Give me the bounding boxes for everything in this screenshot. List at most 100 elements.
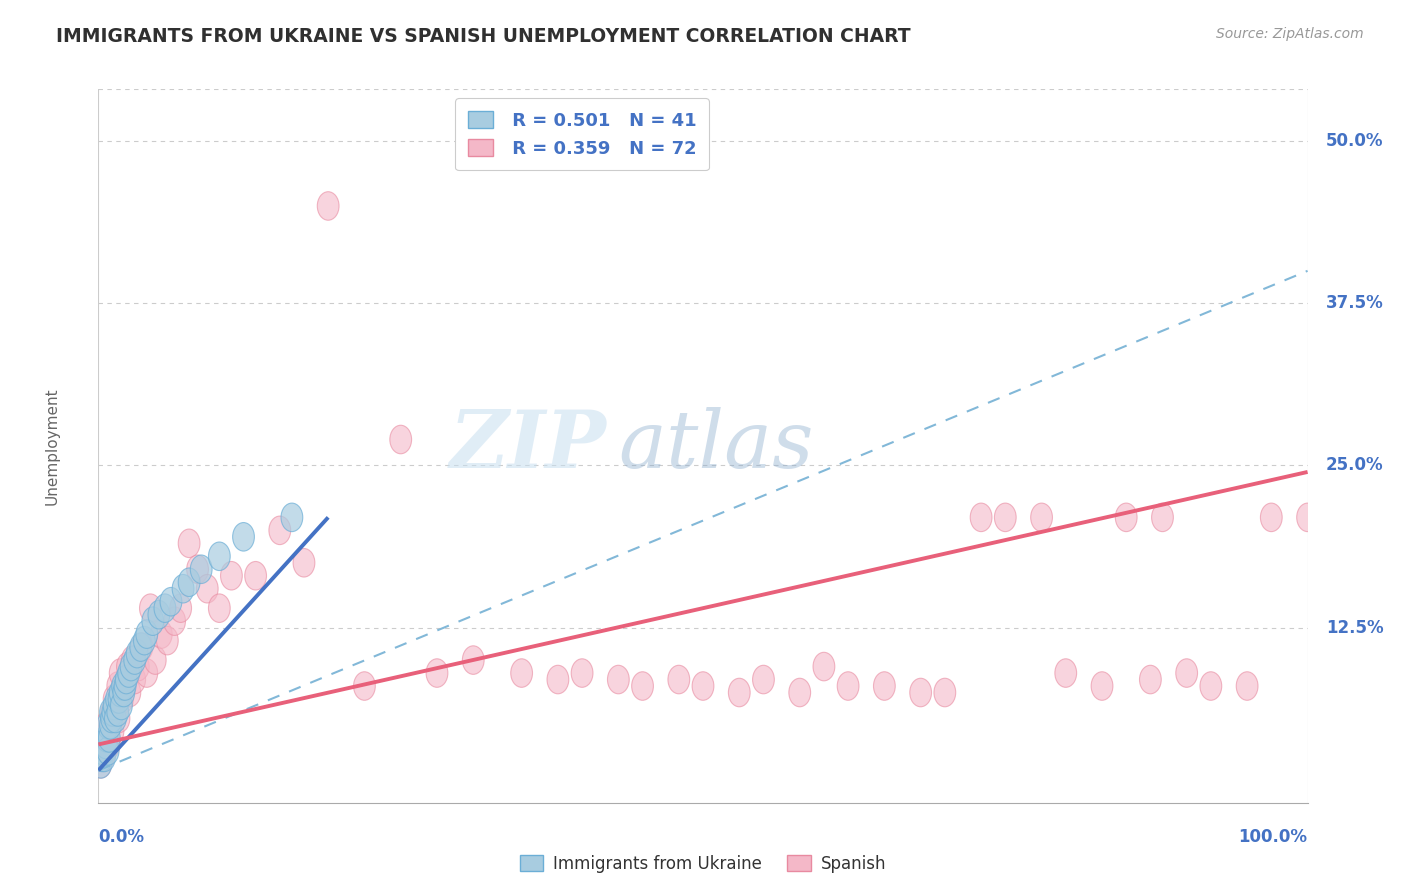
Ellipse shape	[389, 425, 412, 454]
Ellipse shape	[463, 646, 484, 674]
Ellipse shape	[110, 678, 131, 706]
Ellipse shape	[208, 542, 231, 571]
Ellipse shape	[232, 523, 254, 551]
Ellipse shape	[97, 723, 120, 752]
Ellipse shape	[104, 704, 127, 732]
Ellipse shape	[105, 685, 128, 714]
Text: atlas: atlas	[619, 408, 814, 484]
Ellipse shape	[281, 503, 302, 532]
Ellipse shape	[97, 737, 120, 765]
Ellipse shape	[100, 698, 121, 726]
Ellipse shape	[111, 672, 134, 700]
Ellipse shape	[114, 672, 136, 700]
Ellipse shape	[1091, 672, 1114, 700]
Ellipse shape	[103, 717, 124, 746]
Ellipse shape	[1115, 503, 1137, 532]
Ellipse shape	[970, 503, 993, 532]
Ellipse shape	[114, 672, 136, 700]
Ellipse shape	[245, 561, 267, 590]
Ellipse shape	[96, 711, 118, 739]
Ellipse shape	[837, 672, 859, 700]
Ellipse shape	[129, 632, 152, 661]
Legend:  R = 0.501   N = 41,  R = 0.359   N = 72: R = 0.501 N = 41, R = 0.359 N = 72	[456, 98, 709, 170]
Ellipse shape	[208, 594, 231, 623]
Ellipse shape	[292, 549, 315, 577]
Ellipse shape	[1054, 659, 1077, 688]
Ellipse shape	[221, 561, 242, 590]
Ellipse shape	[127, 640, 148, 668]
Ellipse shape	[353, 672, 375, 700]
Ellipse shape	[172, 574, 194, 603]
Text: ZIP: ZIP	[450, 408, 606, 484]
Ellipse shape	[668, 665, 690, 694]
Ellipse shape	[134, 626, 155, 655]
Text: 25.0%: 25.0%	[1326, 457, 1384, 475]
Ellipse shape	[124, 665, 146, 694]
Ellipse shape	[692, 672, 714, 700]
Ellipse shape	[1175, 659, 1198, 688]
Legend: Immigrants from Ukraine, Spanish: Immigrants from Ukraine, Spanish	[513, 848, 893, 880]
Ellipse shape	[752, 665, 775, 694]
Ellipse shape	[103, 691, 125, 720]
Text: 100.0%: 100.0%	[1239, 828, 1308, 846]
Ellipse shape	[136, 620, 157, 648]
Text: 12.5%: 12.5%	[1326, 619, 1384, 637]
Ellipse shape	[121, 646, 143, 674]
Ellipse shape	[1031, 503, 1053, 532]
Ellipse shape	[631, 672, 654, 700]
Ellipse shape	[91, 737, 112, 765]
Ellipse shape	[90, 749, 111, 778]
Ellipse shape	[94, 743, 115, 772]
Ellipse shape	[98, 731, 120, 759]
Ellipse shape	[318, 192, 339, 220]
Ellipse shape	[94, 737, 117, 765]
Ellipse shape	[1236, 672, 1258, 700]
Ellipse shape	[118, 659, 139, 688]
Ellipse shape	[813, 652, 835, 681]
Ellipse shape	[117, 652, 138, 681]
Ellipse shape	[111, 691, 132, 720]
Ellipse shape	[128, 652, 149, 681]
Ellipse shape	[179, 568, 200, 597]
Ellipse shape	[91, 743, 112, 772]
Ellipse shape	[1152, 503, 1174, 532]
Ellipse shape	[108, 685, 129, 714]
Ellipse shape	[96, 723, 118, 752]
Text: 50.0%: 50.0%	[1326, 132, 1384, 150]
Ellipse shape	[179, 529, 200, 558]
Ellipse shape	[187, 555, 208, 583]
Ellipse shape	[108, 704, 129, 732]
Ellipse shape	[1199, 672, 1222, 700]
Ellipse shape	[170, 594, 191, 623]
Ellipse shape	[124, 646, 146, 674]
Ellipse shape	[1139, 665, 1161, 694]
Ellipse shape	[789, 678, 811, 706]
Ellipse shape	[90, 749, 111, 778]
Text: Source: ZipAtlas.com: Source: ZipAtlas.com	[1216, 27, 1364, 41]
Ellipse shape	[98, 723, 120, 752]
Ellipse shape	[107, 672, 129, 700]
Ellipse shape	[94, 723, 115, 752]
Ellipse shape	[110, 659, 131, 688]
Ellipse shape	[100, 711, 121, 739]
Ellipse shape	[197, 574, 218, 603]
Ellipse shape	[103, 685, 125, 714]
Ellipse shape	[160, 588, 181, 616]
Ellipse shape	[105, 698, 128, 726]
Ellipse shape	[120, 678, 141, 706]
Text: IMMIGRANTS FROM UKRAINE VS SPANISH UNEMPLOYMENT CORRELATION CHART: IMMIGRANTS FROM UKRAINE VS SPANISH UNEMP…	[56, 27, 911, 45]
Ellipse shape	[728, 678, 751, 706]
Ellipse shape	[150, 620, 172, 648]
Ellipse shape	[934, 678, 956, 706]
Ellipse shape	[910, 678, 932, 706]
Ellipse shape	[571, 659, 593, 688]
Ellipse shape	[547, 665, 569, 694]
Ellipse shape	[100, 711, 121, 739]
Text: 37.5%: 37.5%	[1326, 294, 1384, 312]
Text: Unemployment: Unemployment	[45, 387, 60, 505]
Ellipse shape	[145, 646, 166, 674]
Ellipse shape	[131, 632, 153, 661]
Ellipse shape	[607, 665, 630, 694]
Ellipse shape	[1260, 503, 1282, 532]
Ellipse shape	[120, 652, 142, 681]
